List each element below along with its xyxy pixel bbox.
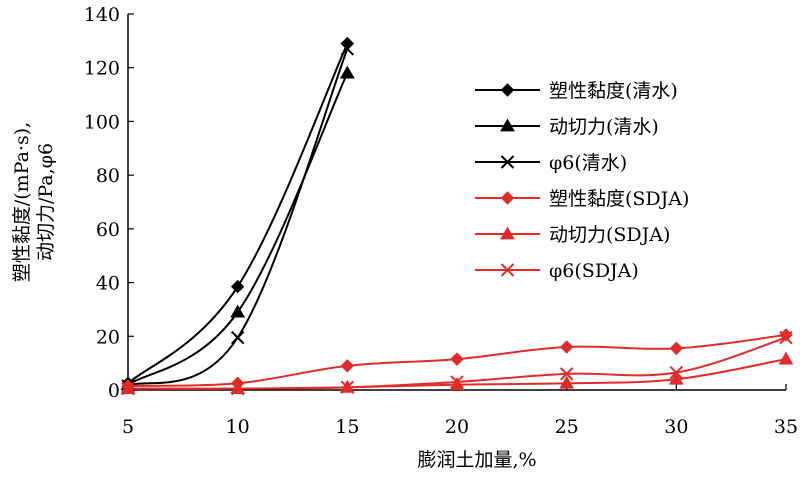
series-3 xyxy=(121,42,355,393)
y-axis-title-line1: 塑性黏度/(mPa·s), xyxy=(11,122,33,282)
x-tick-label: 25 xyxy=(555,416,579,438)
y-tick-label: 0 xyxy=(108,380,120,402)
legend-label: 塑性黏度(清水) xyxy=(549,80,678,102)
data-point-marker xyxy=(450,375,464,389)
data-point-marker xyxy=(121,381,135,396)
x-tick-label: 30 xyxy=(664,416,688,438)
legend-label: 动切力(SDJA) xyxy=(549,224,670,246)
legend-item: 动切力(SDJA) xyxy=(475,224,670,246)
y-tick-label: 80 xyxy=(96,165,120,187)
y-tick-label: 120 xyxy=(84,58,120,80)
data-point-marker xyxy=(230,279,245,294)
x-tick-label: 10 xyxy=(226,416,250,438)
data-point-marker xyxy=(230,381,245,396)
x-tick-label: 35 xyxy=(774,416,798,438)
data-point-marker xyxy=(340,359,355,373)
legend: 塑性黏度(清水) 动切力(清水) φ6(清水) 塑性黏度(SDJA) 动切力(SDJA)… xyxy=(475,80,689,282)
legend-label: 动切力(清水) xyxy=(549,116,659,138)
legend-marker xyxy=(500,155,515,169)
data-point-marker xyxy=(340,42,355,56)
legend-item: 动切力(清水) xyxy=(475,116,659,138)
legend-marker xyxy=(500,226,515,240)
data-point-marker xyxy=(230,304,246,318)
x-tick-label: 20 xyxy=(445,416,469,438)
series-layer xyxy=(120,36,794,396)
legend-marker xyxy=(500,191,515,205)
series-line xyxy=(127,48,349,387)
y-tick-label: 40 xyxy=(96,273,120,295)
data-point-marker xyxy=(669,365,684,380)
x-ticks: 5 10 15 20 25 30 35 xyxy=(122,384,798,438)
data-point-marker xyxy=(669,341,684,356)
data-point-marker xyxy=(778,351,794,365)
y-tick-label: 140 xyxy=(84,4,120,26)
legend-label: φ6(SDJA) xyxy=(549,260,639,282)
data-point-marker xyxy=(779,330,793,345)
series-line xyxy=(127,72,349,386)
data-point-marker xyxy=(450,352,464,366)
data-point-marker xyxy=(559,367,574,381)
data-point-marker xyxy=(230,330,245,345)
legend-marker xyxy=(500,263,515,277)
data-point-marker xyxy=(339,65,355,79)
legend-label: φ6(清水) xyxy=(549,152,627,174)
y-axis-title-line2: 动切力/Pa,φ6 xyxy=(35,143,57,261)
data-point-marker xyxy=(668,371,684,385)
data-point-marker xyxy=(340,380,355,395)
legend-item: 塑性黏度(清水) xyxy=(475,80,678,102)
legend-item: 塑性黏度(SDJA) xyxy=(475,188,689,210)
legend-item: φ6(清水) xyxy=(475,152,627,174)
y-tick-label: 100 xyxy=(84,111,120,133)
x-tick-label: 15 xyxy=(335,416,359,438)
legend-marker xyxy=(500,118,515,132)
data-point-marker xyxy=(559,340,574,354)
y-tick-label: 60 xyxy=(96,219,120,241)
y-ticks: 0 20 40 60 80 100 120 140 xyxy=(84,4,134,402)
series-2 xyxy=(120,65,355,391)
legend-item: φ6(SDJA) xyxy=(475,260,639,282)
legend-marker xyxy=(500,83,515,97)
legend-label: 塑性黏度(SDJA) xyxy=(549,188,689,210)
series-line xyxy=(127,43,349,385)
y-tick-label: 20 xyxy=(96,326,120,348)
x-tick-label: 5 xyxy=(122,416,134,438)
series-6 xyxy=(121,330,793,396)
x-axis-title: 膨润土加量,% xyxy=(417,449,536,471)
data-point-marker xyxy=(559,375,575,389)
